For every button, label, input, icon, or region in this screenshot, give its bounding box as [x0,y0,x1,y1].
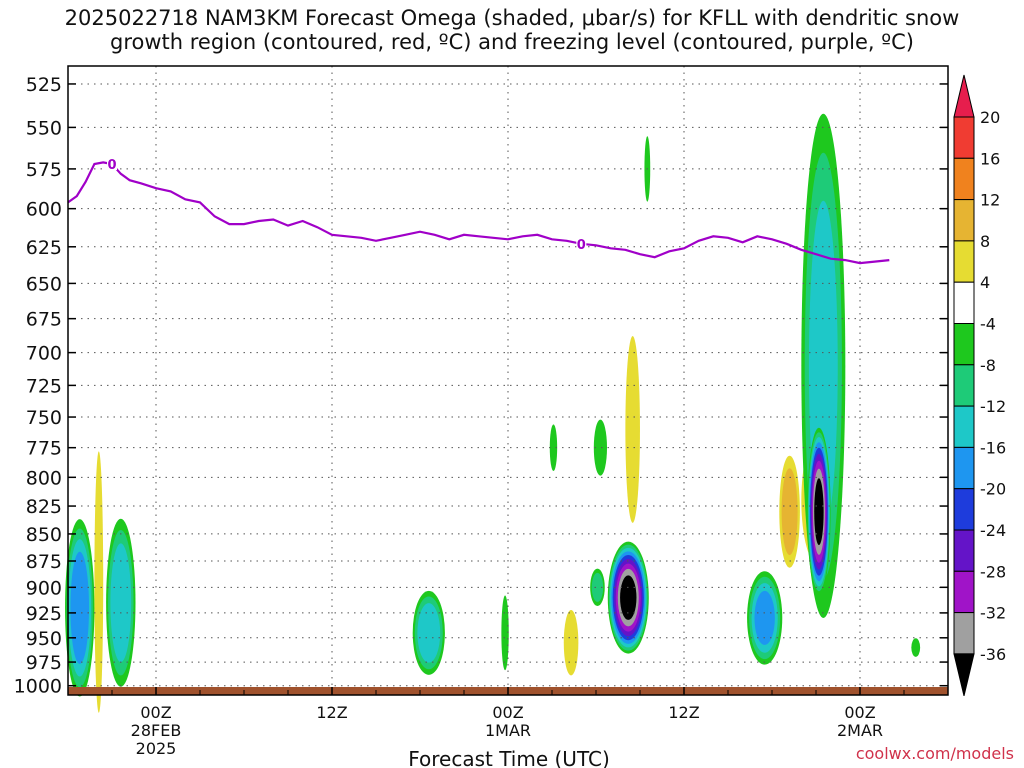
colorbar-label-7: -12 [980,397,1006,416]
chart-title: 2025022718 NAM3KM Forecast Omega (shaded… [0,6,1024,54]
x-tick-date-54: 2MAR [837,721,883,740]
colorbar-box-11 [953,529,975,572]
colorbar-box-5 [953,281,975,325]
axes: 525 550 575 600 625 650 675 700 725 750 775 800 825 8… [14,65,949,758]
colorbar-label-8: -16 [980,438,1006,457]
freezing-level-label-bg-1 [576,236,587,250]
x-tick-date-30: 1MAR [485,721,531,740]
omega-cell-1-level-0 [94,451,104,713]
y-tick-label-725: 725 [26,375,62,397]
colorbar-box-12 [953,570,975,614]
x-tick-label-54: 00Z [844,703,875,722]
colorbar-label-6: -8 [980,356,996,375]
colorbar-label-2: 12 [980,191,1000,210]
x-tick-label-6: 00Z [140,703,171,722]
colorbar-label-5: -4 [980,315,996,334]
y-tick-label-600: 600 [26,199,62,221]
colorbar-box-3 [953,199,975,242]
y-tick-label-750: 750 [26,407,62,429]
credit-text: coolwx.com/models [856,744,1014,763]
colorbar-box-6 [953,323,975,366]
colorbar-label-10: -24 [980,521,1006,540]
colorbar-label-9: -20 [980,480,1006,499]
freezing-level-line [67,161,890,265]
colorbar-label-4: 4 [980,273,990,292]
y-tick-label-625: 625 [26,237,62,259]
y-tick-label-875: 875 [26,551,62,573]
colorbar-label-12: -32 [980,604,1006,623]
y-tick-label-850: 850 [26,524,62,546]
colorbar-label-11: -28 [980,562,1006,581]
y-tick-label-925: 925 [26,603,62,625]
colorbar-top-arrow [953,74,975,118]
y-tick-label-950: 950 [26,628,62,650]
y-tick-label-975: 975 [26,652,62,674]
y-tick-label-800: 800 [26,467,62,489]
colorbar-label-0: 20 [980,108,1000,127]
colorbar-label-13: -36 [980,645,1006,664]
grid-lines [68,66,948,695]
y-tick-label-525: 525 [26,74,62,96]
colorbar-box-1 [953,116,975,159]
omega-cell-3-level-2 [417,603,441,663]
y-tick-label-550: 550 [26,117,62,139]
y-tick-label-675: 675 [26,309,62,331]
colorbar-bottom-arrow [953,653,975,697]
x-tick-label-30: 00Z [492,703,523,722]
omega-cell-12-level-3 [754,590,775,645]
omega-cell-9-level-8 [620,575,637,620]
colorbar-box-4 [953,240,975,283]
freezing-level-label-bg-0 [107,157,117,171]
colorbar-label-1: 16 [980,149,1000,168]
y-tick-label-575: 575 [26,159,62,181]
omega-cell-16-level-8 [814,478,824,546]
colorbar-box-7 [953,364,975,407]
x-tick-year-6: 2025 [136,739,177,758]
colorbar-box-8 [953,405,975,448]
omega-cell-2-level-2 [110,543,132,663]
y-tick-label-775: 775 [26,438,62,460]
y-tick-label-700: 700 [26,343,62,365]
chart-title-line2: growth region (contoured, red, ºC) and f… [110,30,914,54]
omega-shading [65,113,921,713]
omega-cell-8-level-0 [625,336,640,523]
y-tick-label-825: 825 [26,496,62,518]
y-tick-label-900: 900 [26,577,62,599]
omega-cell-7-level-0 [593,419,608,476]
omega-cell-6-level-0 [549,424,558,471]
omega-cell-0-level-3 [70,551,90,664]
omega-cell-17-level-0 [911,638,921,657]
colorbar-box-13 [953,612,975,655]
y-tick-label-1000: 1000 [14,676,62,698]
colorbar-box-9 [953,446,975,490]
colorbar-label-3: 8 [980,232,990,251]
x-axis-label: Forecast Time (UTC) [408,747,610,768]
colorbar-box-10 [953,488,975,531]
freezing-level-label-0: 0 [107,158,116,173]
colorbar-box-2 [953,157,975,201]
freezing-level-contour: 00 [67,157,890,265]
omega-cell-10-level-1 [591,572,604,602]
colorbar: 20 16 12 8 4 -4 -8 -12 -16 -20 -24 -28 -32 -36 [953,74,1006,697]
omega-cell-13-level-1 [781,468,798,556]
omega-cell-5-level-0 [563,610,579,676]
freezing-level-label-1: 0 [577,238,586,253]
x-tick-label-42: 12Z [668,703,699,722]
chart-title-line1: 2025022718 NAM3KM Forecast Omega (shaded… [64,6,960,30]
y-tick-label-650: 650 [26,273,62,295]
omega-cell-4-level-0 [501,595,509,671]
x-tick-date-6: 28FEB [131,721,182,740]
x-tick-label-18: 12Z [316,703,347,722]
